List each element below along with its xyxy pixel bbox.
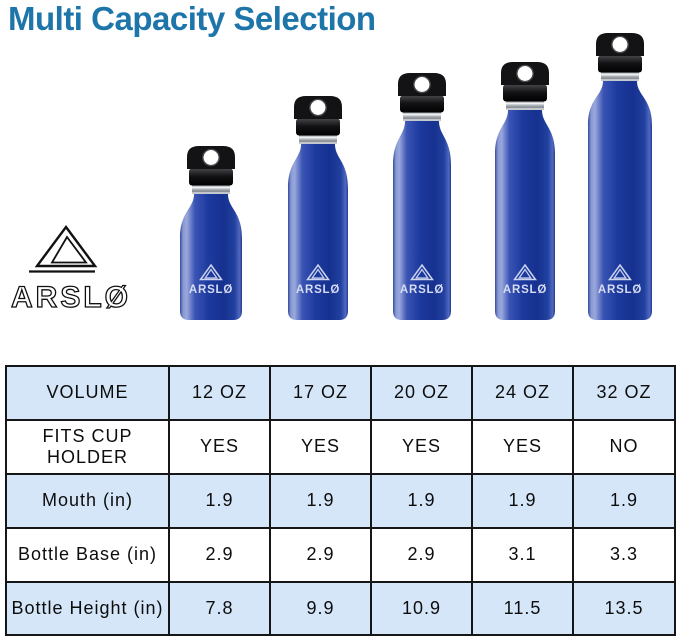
spec-cell: 1.9 [269,472,372,529]
steel-ring [299,135,337,144]
steel-ring [192,185,230,194]
page-title: Multi Capacity Selection [8,0,376,37]
cap-loop-rim [413,75,431,94]
spec-cell: 20 OZ [370,365,473,421]
bottle-body [180,194,242,320]
spec-cell: 7.8 [168,580,271,637]
bottle-logo [608,263,632,281]
spec-cell: 13.5 [572,580,676,637]
spec-cell: 11.5 [471,580,574,637]
spec-cell: 3.1 [471,526,574,583]
bottle-cap [400,95,444,113]
bottle-cap [296,118,340,136]
spec-cell: 1.9 [471,472,574,529]
spec-row-label: Bottle Base (in) [5,526,170,583]
spec-row-label: VOLUME [5,365,170,421]
spec-cell: 1.9 [572,472,676,529]
spec-row-fits-cup-holder: FITS CUP HOLDER YES YES YES YES NO [5,418,676,475]
bottle-logo [199,263,223,281]
spec-cell: 10.9 [370,580,473,637]
spec-cell: YES [269,418,372,475]
bottle-logo [410,263,434,281]
spec-table: VOLUME 12 OZ 17 OZ 20 OZ 24 OZ 32 OZ FITS CUP … [5,365,676,637]
cap-loop-rim [611,35,629,54]
spec-row-bottle-base-in: Bottle Base (in) 2.9 2.9 2.9 3.1 3.3 [5,526,676,583]
spec-row-label: Mouth (in) [5,472,170,529]
spec-cell: 9.9 [269,580,372,637]
triangle-mountain-icon [29,224,98,273]
cap-loop-handle-icon [294,96,342,119]
spec-cell: 1.9 [168,472,271,529]
spec-cell: 2.9 [168,526,271,583]
spec-row-mouth-in: Mouth (in) 1.9 1.9 1.9 1.9 1.9 [5,472,676,529]
cap-loop-handle-icon [596,33,644,56]
cap-loop-handle-icon [501,62,549,85]
bottle-body [288,144,348,320]
bottle-logo-text: ARSLØ [296,284,340,296]
spec-cell: 2.9 [269,526,372,583]
bottle-body [393,121,451,320]
spec-cell: 2.9 [370,526,473,583]
spec-cell: NO [572,418,676,475]
steel-ring [601,72,639,81]
cap-loop-rim [202,148,220,167]
cap-loop-handle-icon [398,73,446,96]
arslo-brand-logo: ARSLØ [10,224,131,315]
spec-cell: YES [370,418,473,475]
brand-wordmark: ARSLØ [11,281,131,314]
spec-row-label: FITS CUP HOLDER [5,418,170,475]
bottle-logo [513,263,537,281]
bottle-body [588,81,652,320]
spec-row-label: Bottle Height (in) [5,580,170,637]
bottle-logo-text: ARSLØ [503,284,547,296]
bottle-lineup: ARSLØ ARSLØ ARSLØ ARSLØ ARSLØ [180,33,652,320]
bottle-logo-text: ARSLØ [598,284,642,296]
spec-cell: 24 OZ [471,365,574,421]
bottle-32-oz: ARSLØ [588,33,652,320]
cap-loop-rim [516,64,534,83]
steel-ring [403,112,441,121]
bottle-cap [503,84,547,102]
spec-cell: YES [471,418,574,475]
steel-ring [506,101,544,110]
spec-cell: 1.9 [370,472,473,529]
spec-cell: 17 OZ [269,365,372,421]
bottle-body [495,110,555,320]
bottle-logo [306,263,330,281]
cap-loop-handle-icon [187,146,235,169]
bottle-17-oz: ARSLØ [288,96,348,320]
bottle-24-oz: ARSLØ [495,62,555,320]
spec-cell: 3.3 [572,526,676,583]
spec-row-volume: VOLUME 12 OZ 17 OZ 20 OZ 24 OZ 32 OZ [5,365,676,421]
spec-cell: 32 OZ [572,365,676,421]
bottle-cap [189,168,233,186]
cap-loop-rim [309,98,327,117]
spec-row-bottle-height-in: Bottle Height (in) 7.8 9.9 10.9 11.5 13.5 [5,580,676,637]
bottle-cap [598,55,642,73]
bottle-logo-text: ARSLØ [189,284,233,296]
bottle-logo-text: ARSLØ [400,284,444,296]
bottle-20-oz: ARSLØ [393,73,451,320]
spec-cell: YES [168,418,271,475]
bottle-12-oz: ARSLØ [180,146,242,320]
spec-cell: 12 OZ [168,365,271,421]
